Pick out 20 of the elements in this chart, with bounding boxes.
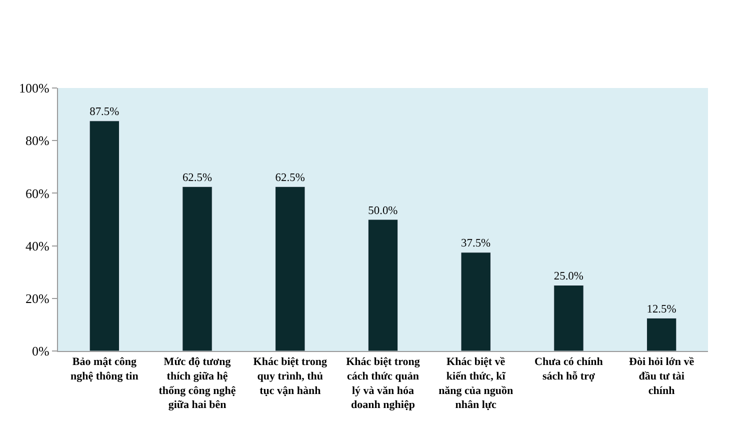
x-tick-label: Chưa có chính sách hỗ trợ	[534, 356, 603, 382]
x-tick-label: Khác biệt về kiến thức, kĩ năng của nguồn nhân lực	[438, 356, 514, 412]
y-tick-label: 20%	[26, 290, 50, 306]
x-tick-label: Khác biệt trong quy trình, thủ tục vận hành	[253, 356, 328, 397]
data-label: 37.5%	[461, 238, 492, 250]
data-label: 50.0%	[368, 204, 398, 217]
x-tick-label: Mức độ tương thích giữa hệ thống công nghệ giữa hai bên	[158, 356, 236, 412]
data-label: 62.5%	[182, 172, 212, 184]
data-label: 62.5%	[275, 172, 306, 184]
y-tick-label: 80%	[26, 133, 50, 148]
data-label: 87.5%	[90, 106, 120, 118]
y-tick-label: 0%	[32, 344, 50, 359]
y-tick-label: 60%	[26, 186, 50, 201]
y-tick-label: 40%	[26, 238, 50, 254]
data-label: 25.0%	[554, 270, 584, 283]
x-tick-label: Đòi hỏi lớn về đầu tư tài chính	[629, 356, 694, 397]
x-tick-label: Khác biệt trong cách thức quản lý và văn hóa doanh nghiệp	[346, 356, 420, 412]
y-tick-label: 100%	[19, 80, 50, 96]
data-label: 12.5%	[646, 303, 677, 316]
x-tick-label: Bảo mật công nghệ thông tin	[70, 356, 138, 382]
